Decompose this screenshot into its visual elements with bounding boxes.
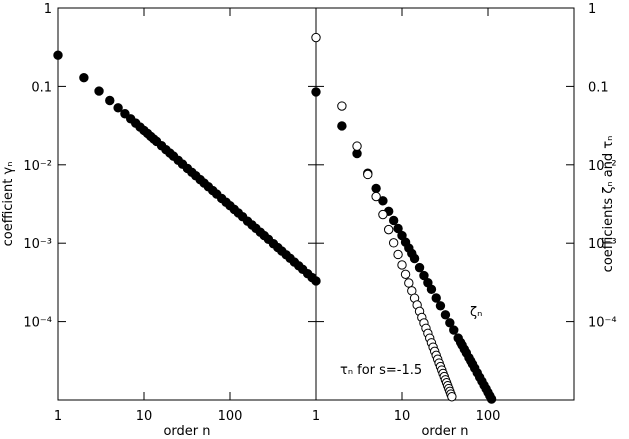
point (337, 121, 347, 131)
point (337, 101, 347, 111)
point (53, 50, 63, 60)
x-tick-label: 100 (218, 409, 243, 424)
point (414, 262, 425, 273)
point (449, 325, 459, 335)
x-tick-label: 100 (476, 409, 501, 424)
series-label: ζₙ (470, 305, 482, 320)
y-tick-label: 10⁻² (23, 159, 52, 174)
x-axis-label: order n (421, 424, 468, 439)
point (440, 310, 451, 320)
point (486, 394, 497, 404)
y-tick-label: 10⁻³ (23, 237, 52, 252)
point (113, 103, 123, 113)
y-tick-label: 10⁻⁴ (588, 316, 617, 331)
x-tick-label: 1 (54, 409, 62, 424)
point (378, 196, 388, 206)
x-tick-label: 1 (312, 409, 320, 424)
point (371, 191, 381, 202)
point (404, 278, 414, 288)
point (431, 293, 441, 303)
x-tick-label: 10 (394, 409, 411, 424)
point (383, 224, 394, 235)
y-tick-label: 10⁻³ (588, 237, 617, 252)
point (419, 270, 429, 281)
y-tick-label: 1 (44, 2, 52, 17)
point (435, 301, 446, 311)
point (393, 249, 403, 260)
point (388, 215, 399, 226)
y-tick-label: 0.1 (31, 80, 52, 95)
y-tick-label: 0.1 (588, 80, 609, 95)
point (445, 318, 455, 328)
point (388, 238, 399, 248)
x-axis-label: order n (163, 424, 210, 439)
plot-frame (315, 7, 575, 401)
point (120, 109, 130, 119)
point (426, 284, 437, 295)
y-tick-label: 10⁻⁴ (23, 316, 52, 331)
point (371, 183, 381, 194)
point (447, 392, 457, 402)
point (311, 32, 321, 43)
point (94, 86, 104, 96)
point (393, 223, 403, 234)
y-tick-label: 1 (588, 2, 596, 17)
point (311, 87, 321, 97)
point (409, 253, 420, 264)
y-axis-label: coefficients ζₙ and τₙ (601, 136, 616, 273)
point (363, 169, 373, 180)
series-label: τₙ for s=-1.5 (340, 363, 422, 378)
point (397, 260, 407, 270)
point (378, 209, 388, 220)
y-tick-label: 10⁻² (588, 159, 617, 174)
point (352, 141, 362, 151)
point (400, 269, 411, 280)
plot-frame (57, 7, 317, 401)
x-tick-label: 10 (136, 409, 153, 424)
y-axis-label: coefficient γₙ (1, 162, 16, 247)
point (105, 95, 115, 106)
point (79, 73, 89, 83)
